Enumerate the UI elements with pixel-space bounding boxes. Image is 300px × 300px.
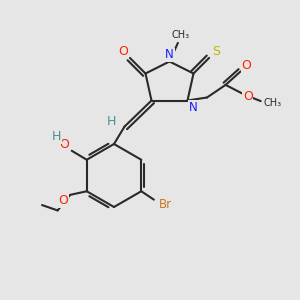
Text: H: H: [107, 115, 117, 128]
Text: N: N: [165, 48, 174, 62]
Text: Br: Br: [159, 198, 172, 211]
Text: S: S: [212, 45, 220, 58]
Text: O: O: [59, 194, 69, 207]
Text: H: H: [51, 130, 61, 143]
Text: CH₃: CH₃: [171, 29, 189, 40]
Text: N: N: [188, 100, 197, 114]
Text: O: O: [118, 45, 128, 58]
Text: O: O: [243, 89, 253, 103]
Text: O: O: [242, 59, 251, 72]
Text: O: O: [59, 138, 69, 151]
Text: CH₃: CH₃: [263, 98, 281, 108]
